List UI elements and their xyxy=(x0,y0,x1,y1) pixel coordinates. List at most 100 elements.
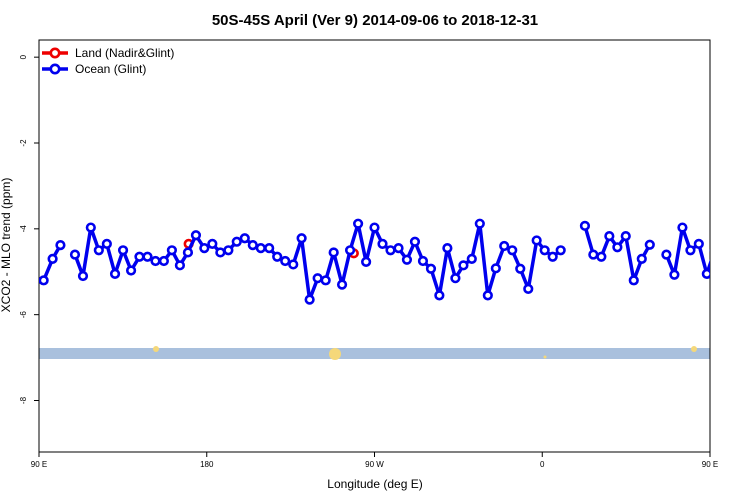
point-1-3-10 xyxy=(743,257,750,265)
point-1-1-26 xyxy=(280,255,291,267)
point-1-3-0 xyxy=(661,249,672,260)
point-1-1-36 xyxy=(361,256,372,267)
point-1-1-5 xyxy=(109,268,121,279)
legend-label-1: Ocean (Glint) xyxy=(75,62,146,76)
point-1-1-0 xyxy=(69,249,81,260)
point-1-3-8 xyxy=(727,253,735,261)
point-1-1-4 xyxy=(101,238,112,249)
point-1-1-14 xyxy=(182,247,194,258)
point-1-1-18 xyxy=(215,247,226,258)
point-1-1-11 xyxy=(158,255,169,267)
point-1-1-34 xyxy=(344,245,356,256)
x-tick-label-1: 180 xyxy=(200,460,214,469)
point-1-1-55 xyxy=(515,263,526,274)
point-1-1-24 xyxy=(264,243,275,254)
y-tick-label-2: -4 xyxy=(19,225,28,233)
point-1-1-13 xyxy=(174,260,186,271)
point-1-0-0 xyxy=(39,275,49,286)
point-1-1-8 xyxy=(134,251,145,262)
point-1-1-25 xyxy=(272,251,283,262)
point-1-0-1 xyxy=(47,253,58,264)
point-1-1-41 xyxy=(401,254,413,265)
surface-marker-0 xyxy=(153,346,159,352)
point-1-1-16 xyxy=(199,243,210,254)
point-1-1-43 xyxy=(417,255,429,267)
point-1-2-3 xyxy=(604,231,615,242)
point-1-2-2 xyxy=(596,251,607,262)
point-1-1-28 xyxy=(296,233,307,244)
x-tick-label-4: 90 E xyxy=(702,460,718,469)
point-1-1-37 xyxy=(369,222,380,233)
point-1-1-31 xyxy=(320,275,331,286)
point-1-3-7 xyxy=(719,266,727,274)
point-1-2-4 xyxy=(612,242,623,253)
plot-frame xyxy=(38,39,711,453)
point-1-1-23 xyxy=(255,243,266,254)
point-1-1-27 xyxy=(288,259,299,270)
legend: Land (Nadir&Glint) Ocean (Glint) xyxy=(42,46,174,76)
point-1-0-2 xyxy=(55,240,66,251)
point-1-1-58 xyxy=(539,245,550,256)
point-1-2-5 xyxy=(620,231,631,242)
surface-marker-2 xyxy=(543,355,547,359)
x-tick-label-0: 90 E xyxy=(31,460,47,469)
point-1-1-38 xyxy=(377,238,388,249)
point-1-1-54 xyxy=(507,245,518,256)
surface-marker-1 xyxy=(329,348,341,360)
point-1-1-42 xyxy=(409,236,421,247)
point-1-3-5 xyxy=(701,268,710,279)
point-1-1-32 xyxy=(328,247,339,258)
point-1-1-49 xyxy=(466,253,477,264)
y-tick-label-1: -2 xyxy=(19,139,28,147)
series-line-1-3 xyxy=(664,225,710,277)
point-1-2-6 xyxy=(628,275,639,286)
y-tick-label-4: -8 xyxy=(19,396,28,404)
point-1-1-21 xyxy=(239,233,250,244)
point-1-1-15 xyxy=(190,230,202,241)
point-1-1-2 xyxy=(85,222,96,233)
point-1-1-19 xyxy=(223,245,234,256)
point-1-1-22 xyxy=(247,240,258,251)
point-1-3-6 xyxy=(709,248,710,252)
point-1-1-12 xyxy=(166,245,177,256)
point-1-1-3 xyxy=(93,245,104,256)
point-1-1-44 xyxy=(425,263,437,274)
y-axis-label: XCO2 - MLO trend (ppm) xyxy=(0,178,13,313)
point-1-3-2 xyxy=(677,222,688,233)
legend-marker-1 xyxy=(49,63,61,75)
point-1-1-60 xyxy=(555,245,566,256)
x-tick-label-3: 0 xyxy=(540,460,545,469)
chart-title: 50S-45S April (Ver 9) 2014-09-06 to 2018… xyxy=(212,12,538,29)
point-1-1-40 xyxy=(393,243,404,254)
point-1-1-56 xyxy=(523,283,534,295)
point-1-1-17 xyxy=(207,238,218,249)
point-1-3-9 xyxy=(735,253,743,261)
point-1-1-10 xyxy=(150,255,161,267)
point-1-3-1 xyxy=(669,269,680,280)
point-1-1-39 xyxy=(385,245,396,256)
point-1-2-0 xyxy=(579,220,591,231)
point-1-1-50 xyxy=(474,218,485,229)
point-1-1-59 xyxy=(547,251,558,262)
point-1-1-47 xyxy=(450,273,461,284)
point-1-3-4 xyxy=(693,238,704,249)
legend-marker-0 xyxy=(49,47,61,59)
series-1 xyxy=(39,218,750,305)
point-1-2-8 xyxy=(644,239,655,250)
point-1-2-7 xyxy=(636,253,647,264)
point-1-1-48 xyxy=(458,260,469,271)
point-1-1-53 xyxy=(499,240,510,252)
point-1-1-33 xyxy=(336,279,348,290)
x-axis-label: Longitude (deg E) xyxy=(327,477,422,491)
point-1-1-30 xyxy=(312,273,323,284)
point-1-1-52 xyxy=(490,263,501,274)
point-1-1-1 xyxy=(77,270,89,282)
point-1-1-6 xyxy=(117,245,129,256)
y-tick-label-0: 0 xyxy=(19,54,28,59)
point-1-1-46 xyxy=(442,243,453,254)
point-1-1-9 xyxy=(142,251,153,262)
point-1-1-29 xyxy=(304,294,315,305)
point-1-1-51 xyxy=(482,290,493,301)
data-layer xyxy=(39,218,750,305)
